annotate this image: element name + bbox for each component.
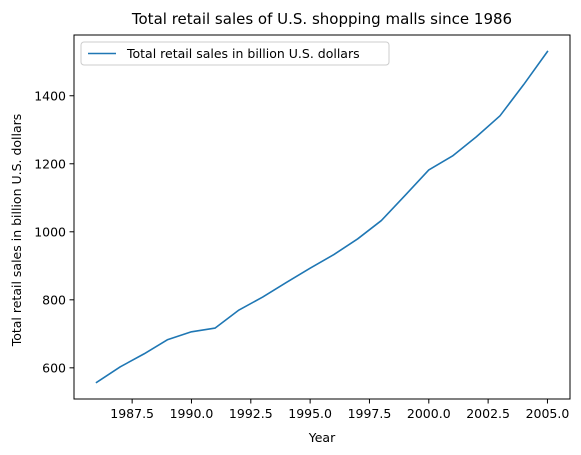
x-axis-label: Year [308, 430, 336, 445]
y-tick-label: 1200 [34, 156, 66, 171]
y-tick-label: 1400 [34, 88, 66, 103]
x-tick-label: 1990.0 [170, 406, 214, 421]
x-axis-ticks: 1987.5 1990.0 1992.5 1995.0 1997.5 2000.0 2002… [110, 399, 569, 421]
legend: Total retail sales in billion U.S. dolla… [80, 41, 390, 66]
plot-area [73, 34, 571, 400]
y-axis-label: Total retail sales in billion U.S. dolla… [9, 114, 24, 348]
series-line [95, 50, 549, 384]
series-group [95, 50, 549, 384]
legend-box [80, 41, 390, 66]
y-axis-ticks: 600 800 1000 1200 1400 [34, 88, 74, 375]
y-tick-label: 600 [42, 360, 66, 375]
x-tick-label: 2005.0 [526, 406, 570, 421]
legend-label: Total retail sales in billion U.S. dolla… [126, 46, 360, 61]
x-tick-label: 2002.5 [466, 406, 510, 421]
y-tick-label: 1000 [34, 224, 66, 239]
chart-title: Total retail sales of U.S. shopping mall… [131, 10, 512, 28]
x-tick-label: 1995.0 [288, 406, 332, 421]
x-tick-label: 1987.5 [110, 406, 154, 421]
plot-frame [73, 34, 571, 400]
x-tick-label: 1997.5 [348, 406, 392, 421]
x-tick-label: 1992.5 [229, 406, 273, 421]
x-tick-label: 2000.0 [407, 406, 451, 421]
y-tick-label: 800 [42, 292, 66, 307]
